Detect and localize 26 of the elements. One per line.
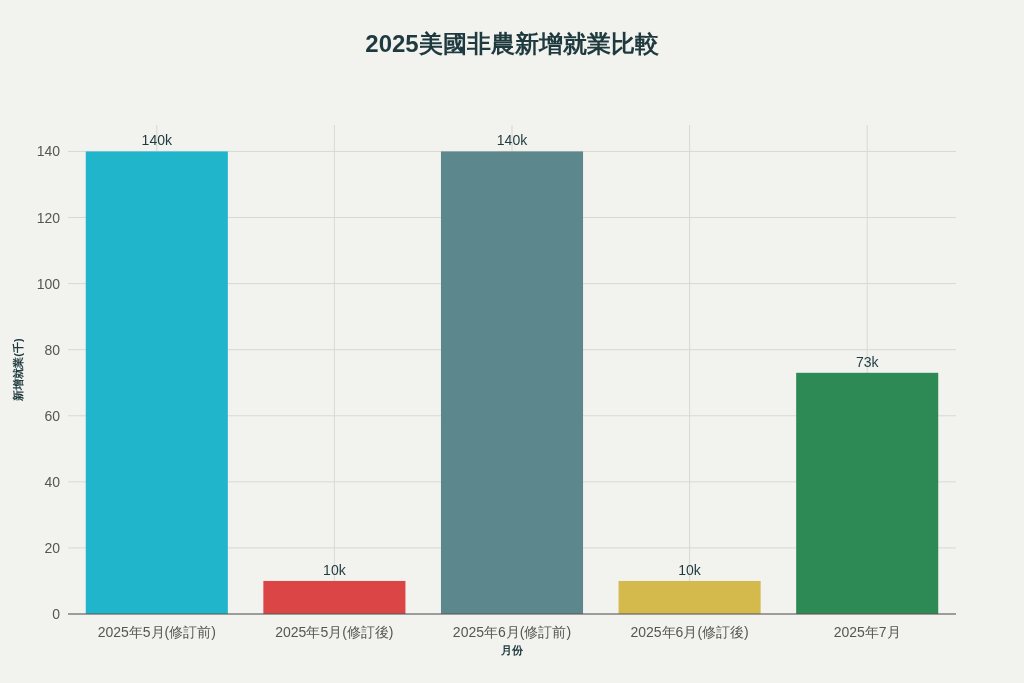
y-tick-label: 80 [44,341,61,358]
x-tick-label: 2025年6月(修訂前) [452,624,572,640]
x-tick-label: 2025年6月(修訂後) [630,624,749,640]
data-label: 73k [855,353,880,370]
y-tick-label: 60 [44,407,61,424]
y-tick-label: 0 [52,606,61,622]
y-tick-label: 140 [36,143,61,160]
x-axis-title: 月份 [500,644,524,656]
chart-title: 2025美國非農新增就業比較 [365,30,660,57]
bar [796,372,939,614]
data-label: 140k [141,132,173,149]
bar [263,580,406,614]
bar [85,151,228,614]
y-tick-label: 100 [36,275,61,292]
data-label: 10k [678,561,702,578]
y-tick-label: 40 [44,473,61,490]
x-tick-label: 2025年7月 [833,624,901,640]
x-tick-label: 2025年5月(修訂前) [97,624,216,640]
x-tick-label: 2025年5月(修訂後) [275,624,394,640]
y-axis-title: 新增就業(千) [12,338,24,402]
y-tick-label: 120 [36,209,61,226]
data-label: 10k [323,561,347,578]
data-label: 140k [496,132,529,149]
y-tick-label: 20 [44,539,61,556]
bar [440,151,584,614]
bar [618,580,761,614]
